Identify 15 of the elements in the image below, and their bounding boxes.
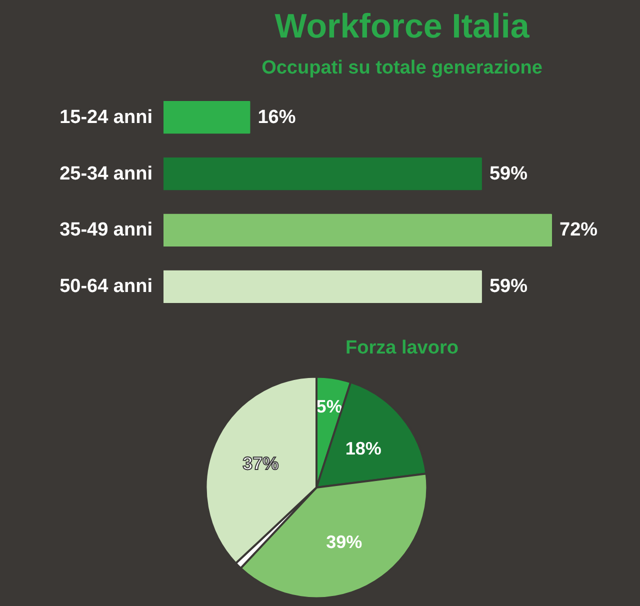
chart-title: Forza lavoro bbox=[346, 338, 458, 358]
chart-subtitle: Occupati su totale generazione bbox=[262, 58, 542, 78]
y-tick-label: 15-24 anni bbox=[60, 106, 153, 128]
data-label: 39% bbox=[326, 532, 362, 552]
y-tick-label: 25-34 anni bbox=[60, 163, 153, 184]
data-label: 59% bbox=[489, 276, 528, 298]
data-label: 59% bbox=[489, 163, 528, 184]
y-tick-label: 50-64 anni bbox=[60, 276, 153, 298]
data-label: 37% bbox=[242, 453, 279, 474]
data-label: 18% bbox=[345, 438, 382, 459]
data-label: 5% bbox=[316, 396, 342, 417]
chart-title: Workforce Italia bbox=[274, 8, 530, 46]
y-tick-label: 35-49 anni bbox=[60, 220, 153, 241]
data-label: 16% bbox=[258, 106, 296, 128]
data-label: 72% bbox=[560, 220, 598, 241]
